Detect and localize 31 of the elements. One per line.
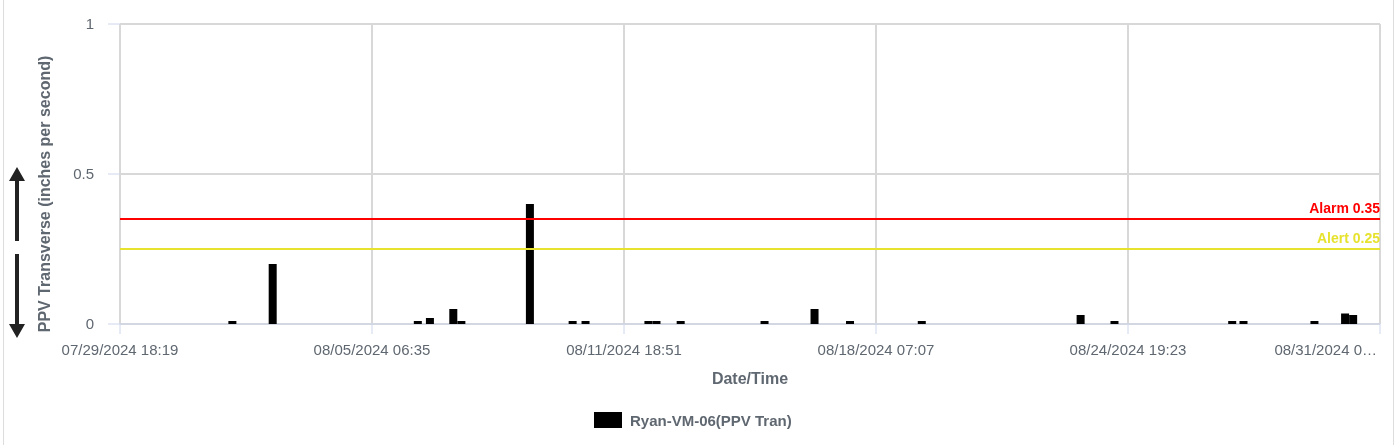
bar xyxy=(268,264,277,324)
ref-line-label: Alarm 0.35 xyxy=(1309,200,1381,216)
x-tick-label: 08/05/2024 06:35 xyxy=(313,341,431,358)
bar xyxy=(1310,321,1319,324)
legend-label: Ryan-VM-06(PPV Tran) xyxy=(630,412,792,429)
bar xyxy=(525,204,534,324)
bar xyxy=(1110,321,1119,324)
bar xyxy=(1076,315,1085,324)
bar xyxy=(1239,321,1248,324)
bar xyxy=(568,321,577,324)
x-axis-title: Date/Time xyxy=(711,370,789,387)
bar xyxy=(581,321,590,324)
bar xyxy=(810,309,819,324)
bar xyxy=(760,321,769,324)
bar xyxy=(846,321,855,324)
bar xyxy=(413,321,422,324)
ref-line-label: Alert 0.25 xyxy=(1316,230,1381,246)
bar xyxy=(425,318,434,324)
x-tick-label: 08/18/2024 07:07 xyxy=(817,341,935,358)
bar xyxy=(1228,321,1237,324)
y-tick-label: 0 xyxy=(85,315,94,332)
bar xyxy=(917,321,926,324)
bar xyxy=(676,321,685,324)
y-tick-label: 1 xyxy=(85,15,94,32)
y-axis-title: PPV Transverse (inches per second) xyxy=(36,55,53,333)
bar xyxy=(228,321,237,324)
y-tick-label: 0.5 xyxy=(73,165,94,182)
x-tick-label: 08/24/2024 19:23 xyxy=(1069,341,1187,358)
x-tick-label: 08/31/2024 0… xyxy=(1274,341,1377,358)
x-tick-label: 07/29/2024 18:19 xyxy=(61,341,179,358)
x-tick-label: 08/11/2024 18:51 xyxy=(566,341,682,358)
